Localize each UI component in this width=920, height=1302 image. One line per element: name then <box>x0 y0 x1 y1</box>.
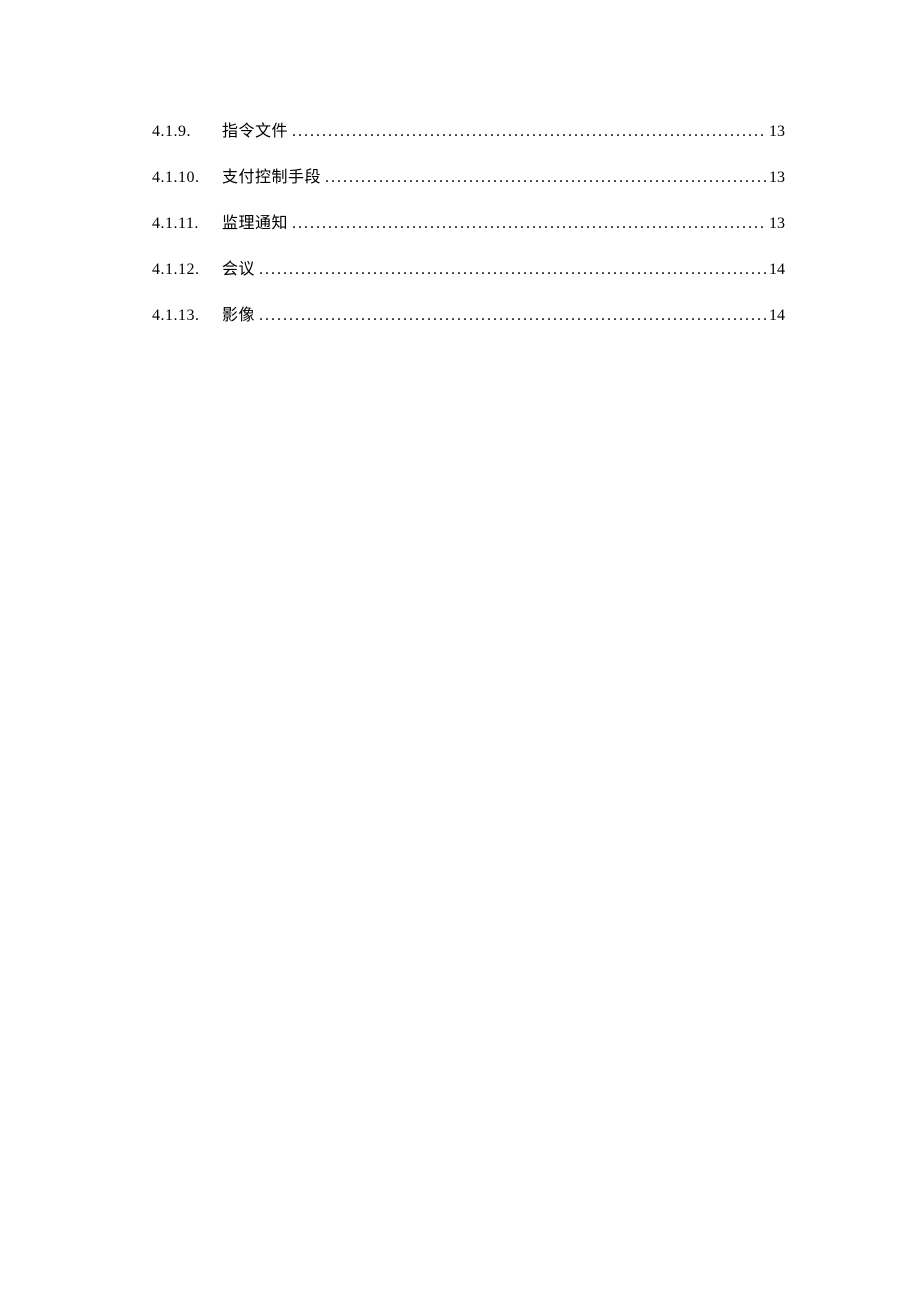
toc-entry-leader <box>325 166 767 190</box>
toc-entry-page: 13 <box>769 166 785 190</box>
toc-container: 4.1.9. 指令文件 13 4.1.10. 支付控制手段 13 4.1.11.… <box>152 120 785 328</box>
toc-entry-number: 4.1.9. <box>152 120 222 144</box>
toc-entry-page: 14 <box>769 258 785 282</box>
toc-entry-page: 13 <box>769 120 785 144</box>
toc-entry-title: 会议 <box>222 258 255 282</box>
toc-entry: 4.1.11. 监理通知 13 <box>152 212 785 236</box>
toc-entry-leader <box>292 120 767 144</box>
toc-entry-title: 支付控制手段 <box>222 166 321 190</box>
toc-entry-leader <box>259 258 767 282</box>
toc-entry-leader <box>259 304 767 328</box>
toc-entry-page: 14 <box>769 304 785 328</box>
toc-entry-number: 4.1.10. <box>152 166 222 190</box>
toc-entry: 4.1.12. 会议 14 <box>152 258 785 282</box>
toc-entry: 4.1.13. 影像 14 <box>152 304 785 328</box>
toc-entry-leader <box>292 212 767 236</box>
toc-entry-number: 4.1.11. <box>152 212 222 236</box>
toc-entry: 4.1.10. 支付控制手段 13 <box>152 166 785 190</box>
toc-entry-title: 监理通知 <box>222 212 288 236</box>
toc-entry-title: 影像 <box>222 304 255 328</box>
toc-entry-number: 4.1.13. <box>152 304 222 328</box>
toc-entry-number: 4.1.12. <box>152 258 222 282</box>
toc-entry: 4.1.9. 指令文件 13 <box>152 120 785 144</box>
toc-entry-page: 13 <box>769 212 785 236</box>
toc-entry-title: 指令文件 <box>222 120 288 144</box>
